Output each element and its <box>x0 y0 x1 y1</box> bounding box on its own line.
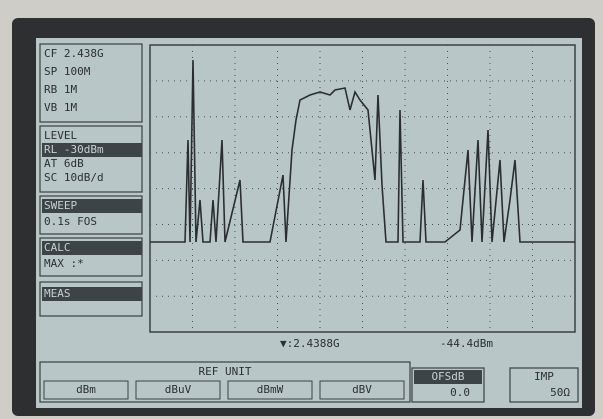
offset-label: OFSdB <box>431 370 464 383</box>
freq-line: VB 1M <box>44 101 77 114</box>
sweep-line: 0.1s FOS <box>44 215 97 228</box>
marker-frequency: ▼:2.4388G <box>280 337 340 350</box>
calc-title: CALC <box>44 241 71 254</box>
analyzer-screen: CF 2.438G SP 100M RB 1M VB 1M LEVELRL -30dBm… <box>0 0 603 419</box>
impedance-label: IMP <box>534 370 554 383</box>
sweep-title: SWEEP <box>44 199 77 212</box>
softkey-option: dBm <box>76 383 96 396</box>
level-line: SC 10dB/d <box>44 171 104 184</box>
freq-line: RB 1M <box>44 83 77 96</box>
softkey-option: dBuV <box>165 383 192 396</box>
impedance-value: 50Ω <box>550 386 570 399</box>
level-line: RL -30dBm <box>44 143 104 156</box>
offset-value: 0.0 <box>450 386 470 399</box>
page: CF 2.438G SP 100M RB 1M VB 1M LEVELRL -30dBm… <box>0 0 603 419</box>
freq-line: CF 2.438G <box>44 47 104 60</box>
softkey-option: dBV <box>352 383 372 396</box>
softkey-title: REF UNIT <box>199 365 252 378</box>
meas-title: MEAS <box>44 287 71 300</box>
level-line: AT 6dB <box>44 157 84 170</box>
level-title: LEVEL <box>44 129 77 142</box>
freq-line: SP 100M <box>44 65 91 78</box>
lcd <box>36 38 582 408</box>
softkey-option: dBmW <box>257 383 284 396</box>
marker-level: -44.4dBm <box>440 337 493 350</box>
calc-line: MAX :* <box>44 257 84 270</box>
